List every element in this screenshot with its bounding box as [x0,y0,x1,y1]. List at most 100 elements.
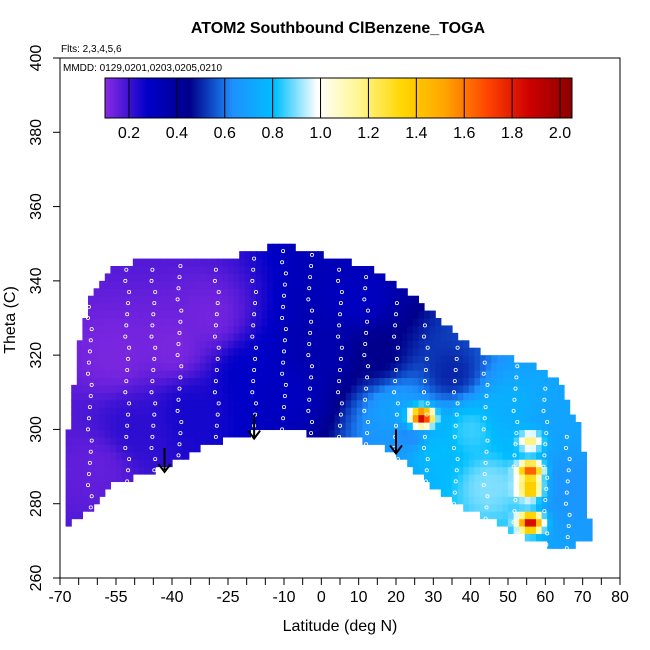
field-cell [211,436,218,445]
field-cell [491,451,498,460]
field-cell [468,362,475,371]
field-cell [424,332,431,341]
field-cell [502,392,509,401]
field-cell [71,414,78,423]
field-cell [267,310,274,319]
sample-point [306,353,311,358]
field-cell [508,377,515,386]
field-cell [222,392,229,401]
field-cell [261,370,268,379]
field-cell [104,429,111,438]
field-cell [295,295,302,304]
field-cell [396,392,403,401]
field-cell [368,399,375,408]
field-cell [261,318,268,327]
field-cell [407,384,414,393]
field-cell [244,347,251,356]
field-cell [194,318,201,327]
field-cell [76,488,83,497]
sample-point [215,356,220,361]
field-cell [99,459,106,468]
field-cell [160,325,167,334]
field-cell [183,295,190,304]
field-cell [356,399,363,408]
field-cell [99,325,106,334]
field-cell [88,384,95,393]
field-cell [463,436,470,445]
field-cell [480,377,487,386]
field-cell [144,273,151,282]
field-cell [261,295,268,304]
field-cell [261,422,268,431]
field-cell [172,258,179,267]
field-cell [491,370,498,379]
field-cell [132,355,139,364]
sample-point [483,405,488,410]
field-cell [300,266,307,275]
sample-point [176,286,181,291]
field-cell [502,518,509,527]
field-cell [541,384,548,393]
field-cell [93,295,100,304]
field-cell [155,377,162,386]
field-cell [552,459,559,468]
field-cell [261,362,268,371]
sample-point [545,531,550,536]
field-cell [323,273,330,282]
field-cell [334,280,341,289]
field-cell [93,474,100,483]
field-cell [272,384,279,393]
field-cell [513,414,520,423]
field-cell [166,340,173,349]
field-cell [172,303,179,312]
field-cell [345,429,352,438]
field-cell [183,266,190,275]
sample-point [253,289,258,294]
field-cell [256,303,263,312]
field-cell [261,384,268,393]
field-cell [289,273,296,282]
field-cell [222,295,229,304]
field-cell [552,540,559,549]
field-cell [468,377,475,386]
field-cell [188,347,195,356]
field-cell [524,407,531,416]
field-cell [328,258,335,267]
field-cell [138,444,145,453]
field-cell [368,414,375,423]
field-cell [312,325,319,334]
field-cell [558,526,565,535]
sample-point [176,341,181,346]
field-cell [356,407,363,416]
field-cell [250,325,257,334]
field-cell [446,436,453,445]
sample-point [482,471,487,476]
field-cell [334,347,341,356]
field-cell [541,399,548,408]
field-cell [575,466,582,475]
field-cell [491,488,498,497]
sample-point [421,445,426,450]
field-cell [513,422,520,431]
field-cell [345,399,352,408]
field-cell [340,280,347,289]
field-cell [239,332,246,341]
field-cell [351,310,358,319]
field-cell [317,295,324,304]
field-cell [580,459,587,468]
field-cell [536,429,543,438]
field-cell [502,429,509,438]
field-cell [547,451,554,460]
field-cell [295,384,302,393]
field-cell [222,407,229,416]
field-cell [435,444,442,453]
field-cell [457,436,464,445]
field-cell [239,347,246,356]
field-cell [547,444,554,453]
field-cell [502,488,509,497]
field-cell [116,325,123,334]
field-cell [407,347,414,356]
field-cell [222,273,229,282]
sample-point [153,457,158,462]
field-cell [435,481,442,490]
